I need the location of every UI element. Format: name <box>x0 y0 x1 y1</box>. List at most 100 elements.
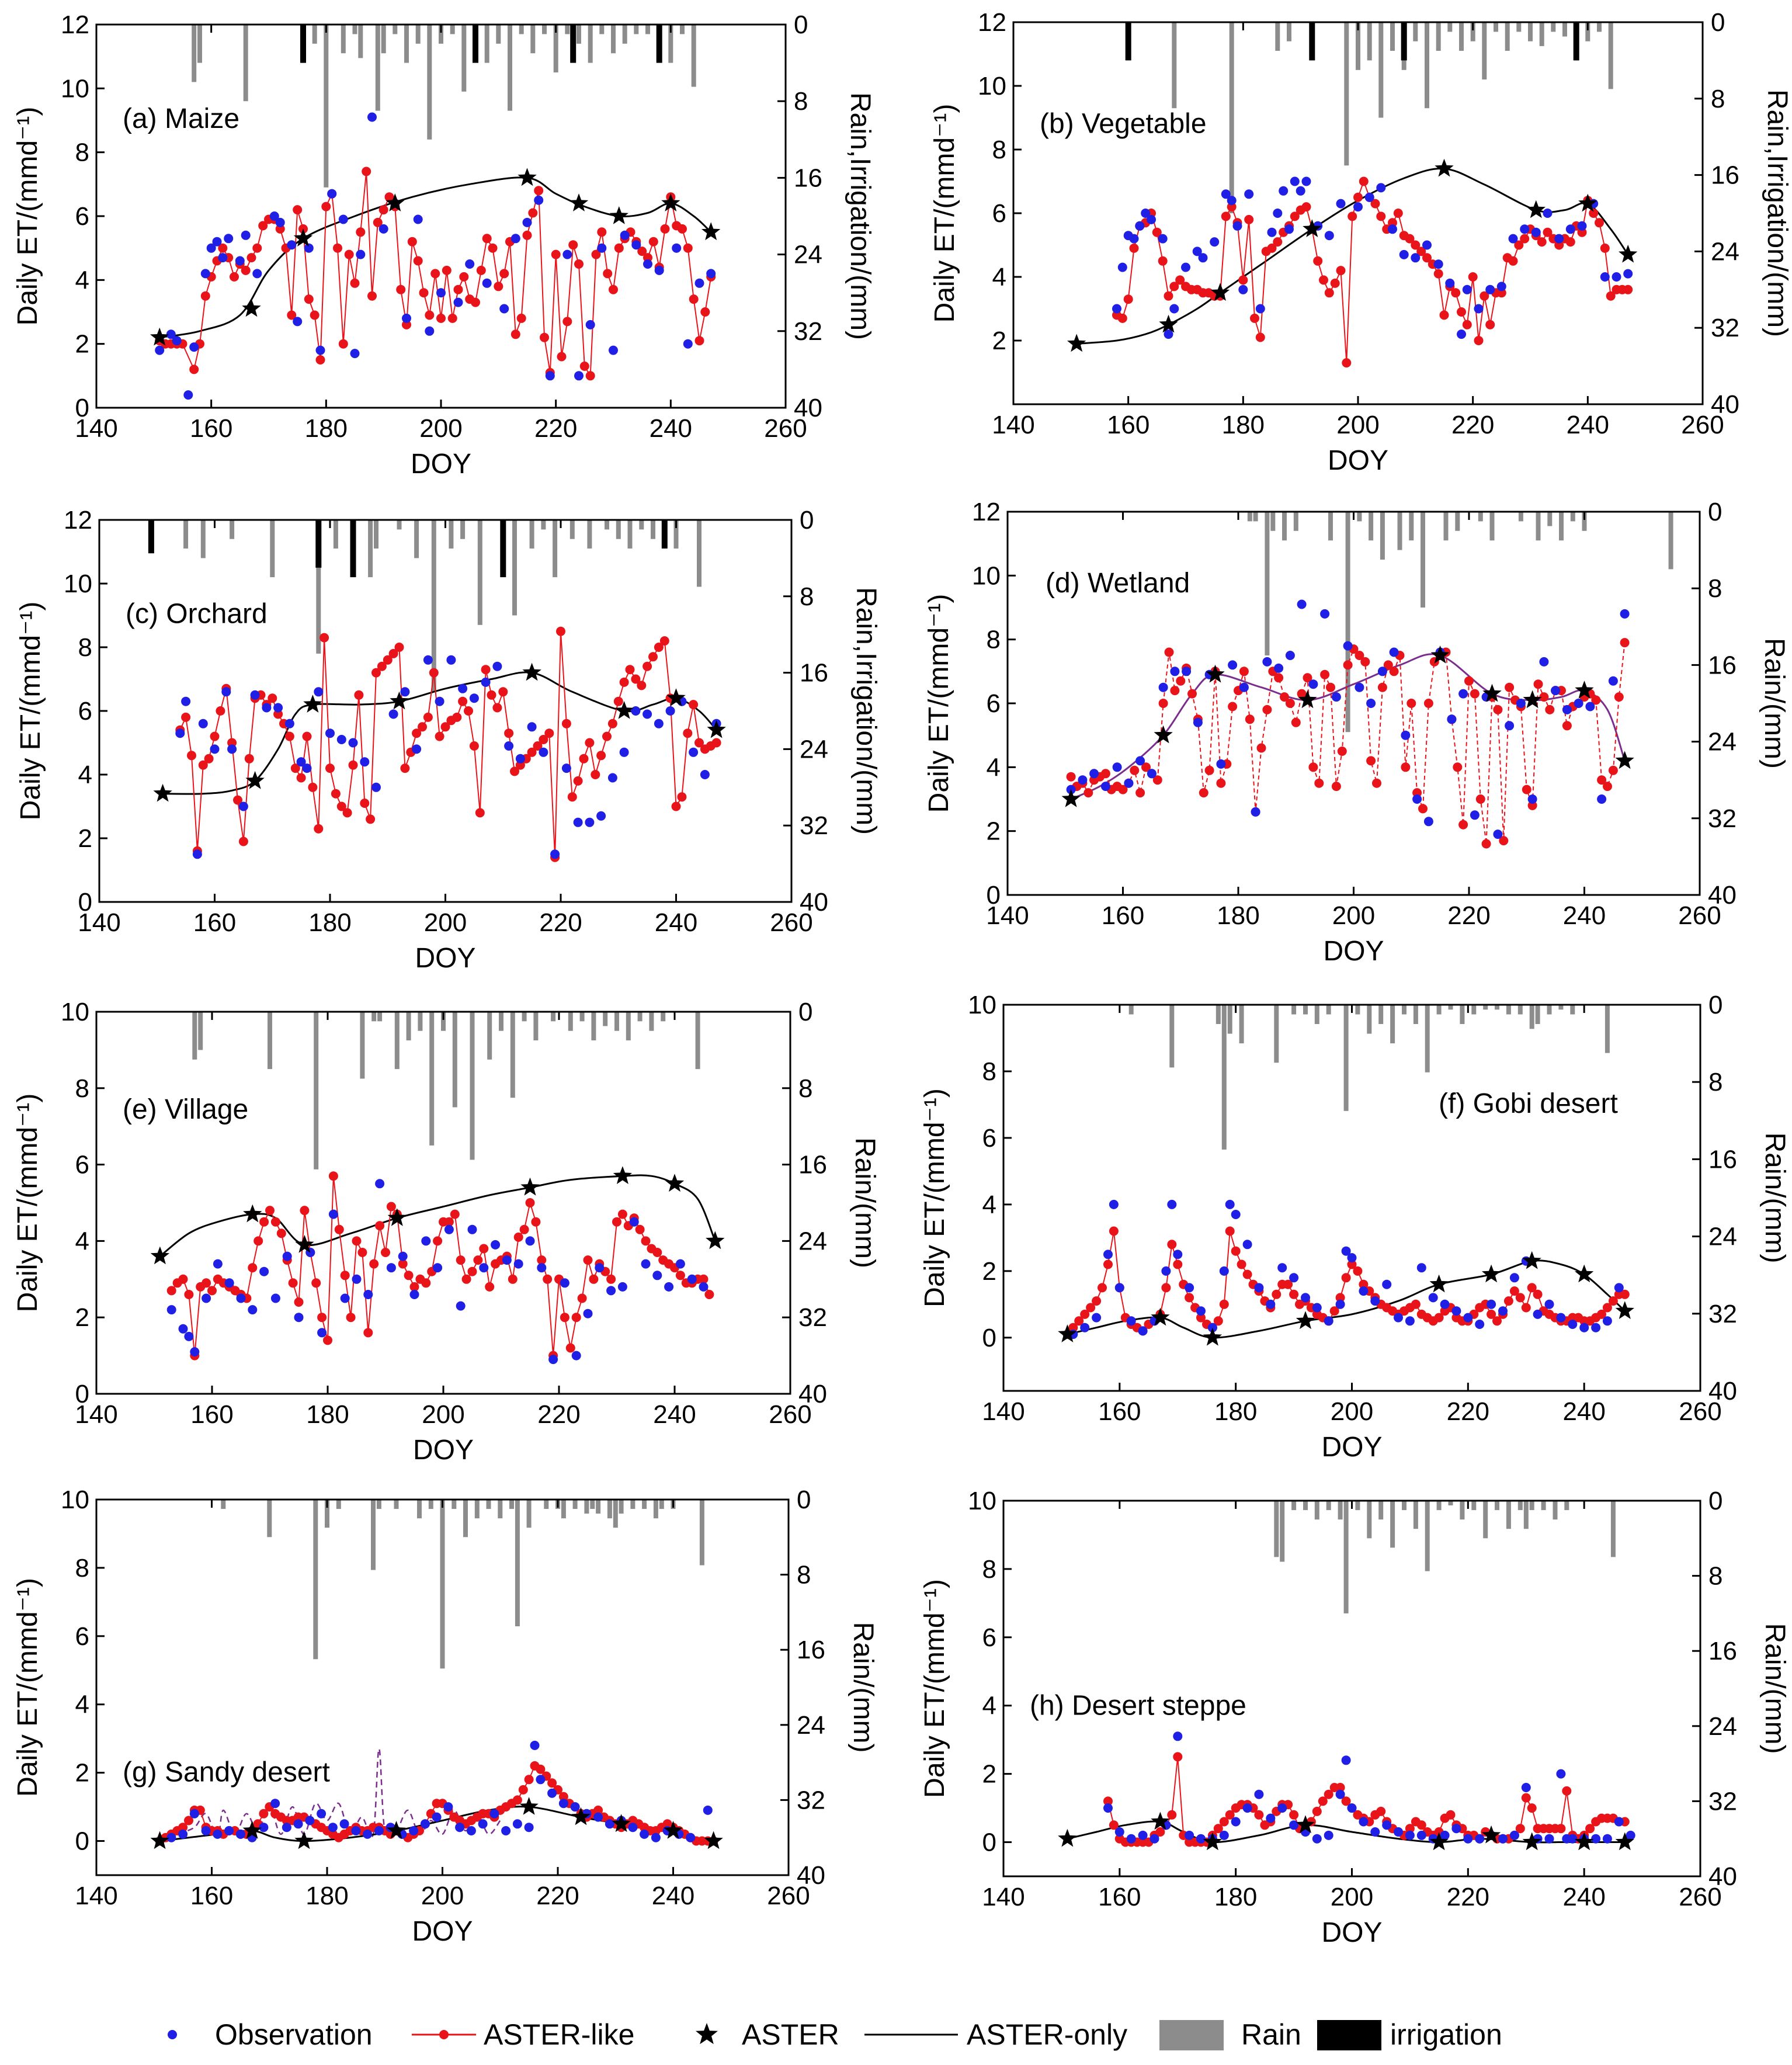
aster-like-point <box>1418 804 1428 814</box>
observation-point <box>1290 176 1300 186</box>
aster-like-point <box>1225 1810 1235 1820</box>
y2-axis-label: Rain/(mm) <box>1759 638 1790 769</box>
aster-like-point <box>1585 1824 1595 1834</box>
aster-like-point <box>459 272 469 282</box>
observation-point <box>1620 609 1630 619</box>
aster-like-point <box>1597 1309 1606 1319</box>
observation-point <box>672 243 682 253</box>
aster-like-point <box>637 681 647 690</box>
aster-like-point <box>1527 1283 1537 1293</box>
observation-point <box>1169 304 1179 314</box>
y-tick-label: 2 <box>982 1760 996 1789</box>
observation-point <box>1135 221 1145 231</box>
rain-bar <box>198 1012 203 1050</box>
aster-like-point <box>189 365 199 374</box>
x-tick-label: 220 <box>537 1400 580 1429</box>
y2-tick-label: 16 <box>797 1636 825 1664</box>
aster-like-point <box>678 224 687 234</box>
aster-star <box>665 1174 685 1192</box>
observation-point <box>200 269 210 279</box>
aster-like-point <box>1433 269 1443 279</box>
y-tick-label: 4 <box>982 1692 996 1720</box>
observation-point <box>1296 186 1305 196</box>
aster-like-point <box>398 1259 408 1269</box>
y2-tick-label: 32 <box>798 1303 827 1332</box>
observation-point <box>350 349 360 359</box>
y-tick-label: 10 <box>968 991 996 1019</box>
aster-star <box>1575 1832 1594 1851</box>
observation-point <box>537 1263 547 1273</box>
aster-like-point <box>314 824 324 834</box>
rain-bar <box>639 520 644 530</box>
observation-point <box>178 1324 188 1334</box>
aster-like-point <box>1353 192 1363 202</box>
observation-point <box>1485 284 1495 294</box>
aster-like-point <box>1256 743 1266 753</box>
observation-point <box>1266 1299 1276 1309</box>
aster-like-point <box>1499 836 1509 846</box>
rain-bar <box>192 25 197 82</box>
aster-like-point <box>1109 1820 1119 1830</box>
rain-bar <box>333 520 338 549</box>
rain-bar <box>1390 1501 1395 1548</box>
rain-bar <box>1303 1501 1308 1511</box>
observation-points <box>175 655 721 859</box>
aster-like-point <box>1539 692 1549 702</box>
rain-bar <box>427 25 432 140</box>
aster-like-point <box>1129 243 1139 253</box>
y2-tick-label: 40 <box>797 1861 825 1890</box>
observation-point <box>1565 224 1575 234</box>
observation-point <box>1244 189 1254 199</box>
aster-like-point <box>1213 1316 1223 1326</box>
x-axis-label: DOY <box>415 943 475 974</box>
aster-like-point <box>407 237 417 247</box>
observation-point <box>1399 249 1409 259</box>
rain-bar <box>368 520 373 578</box>
aster-like-point <box>1272 1289 1282 1299</box>
rain-bar <box>1460 1005 1465 1024</box>
aster-like-point <box>1331 782 1341 792</box>
rain-bar <box>1448 1501 1453 1505</box>
aster-like-point <box>485 1282 495 1292</box>
aster-like-point <box>585 738 595 748</box>
y-tick-label: 8 <box>992 136 1006 164</box>
y2-tick-label: 32 <box>1708 804 1737 833</box>
aster-like-point <box>1343 660 1353 670</box>
legend: Observation ASTER-like ASTER ASTER-only … <box>168 2018 1502 2051</box>
rain-bar <box>553 25 558 72</box>
legend-rain-label: Rain <box>1241 2018 1301 2051</box>
rain-bar <box>477 520 482 625</box>
observation-point <box>617 1282 627 1292</box>
observation-point <box>213 1259 223 1269</box>
observation-point <box>1324 1830 1333 1840</box>
observation-point <box>339 1819 349 1829</box>
x-axis-label: DOY <box>1323 936 1384 967</box>
aster-like-point <box>556 626 565 636</box>
aster-star <box>520 1177 540 1196</box>
aster-like-point <box>356 227 366 237</box>
aster-like-point <box>383 655 393 665</box>
observation-point <box>502 1255 512 1265</box>
y-tick-label: 2 <box>992 327 1006 355</box>
aster-like-point <box>1376 1806 1386 1816</box>
aster-like-point <box>557 352 567 362</box>
y2-tick-label: 0 <box>794 11 808 39</box>
rain-bar <box>1553 1501 1558 1520</box>
observation-points <box>166 1179 709 1365</box>
rain-bar <box>1169 1005 1175 1068</box>
observation-point <box>1394 1827 1403 1837</box>
x-tick-label: 160 <box>1102 901 1144 930</box>
aster-like-point <box>1474 336 1484 345</box>
observation-point <box>1440 1299 1450 1309</box>
aster-star <box>1481 1264 1501 1283</box>
aster-like-point <box>683 243 693 253</box>
x-tick-label: 220 <box>534 414 577 443</box>
x-tick-label: 240 <box>652 1882 694 1910</box>
observation-point <box>513 1259 523 1269</box>
y2-tick-label: 32 <box>794 317 822 346</box>
rain-bar <box>529 520 534 549</box>
rain-bar <box>1582 512 1587 531</box>
rain-bar <box>1413 22 1418 41</box>
rain-bar <box>616 520 621 539</box>
observation-point <box>224 1278 234 1288</box>
